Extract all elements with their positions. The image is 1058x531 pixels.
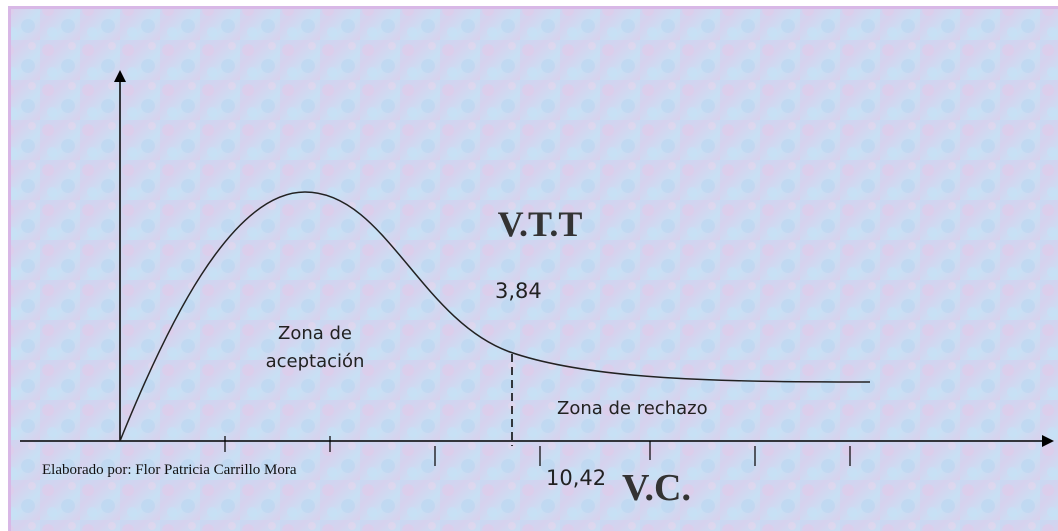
distribution-curve bbox=[119, 191, 871, 442]
top-border bbox=[8, 6, 1058, 9]
computed-value: 10,42 bbox=[546, 466, 606, 490]
textured-panel bbox=[8, 6, 1058, 531]
left-border bbox=[8, 6, 11, 531]
credit: Elaborado por: Flor Patricia Carrillo Mo… bbox=[42, 462, 297, 478]
critical-label: V.T.T bbox=[498, 204, 583, 244]
acceptance-zone-line: Zona de bbox=[278, 323, 352, 344]
axis-ticks bbox=[224, 436, 851, 466]
computed-label: V.C. bbox=[622, 467, 691, 509]
acceptance-zone-line: aceptación bbox=[266, 351, 365, 372]
rejection-zone: Zona de rechazo bbox=[557, 398, 708, 419]
critical-value: 3,84 bbox=[495, 279, 542, 303]
